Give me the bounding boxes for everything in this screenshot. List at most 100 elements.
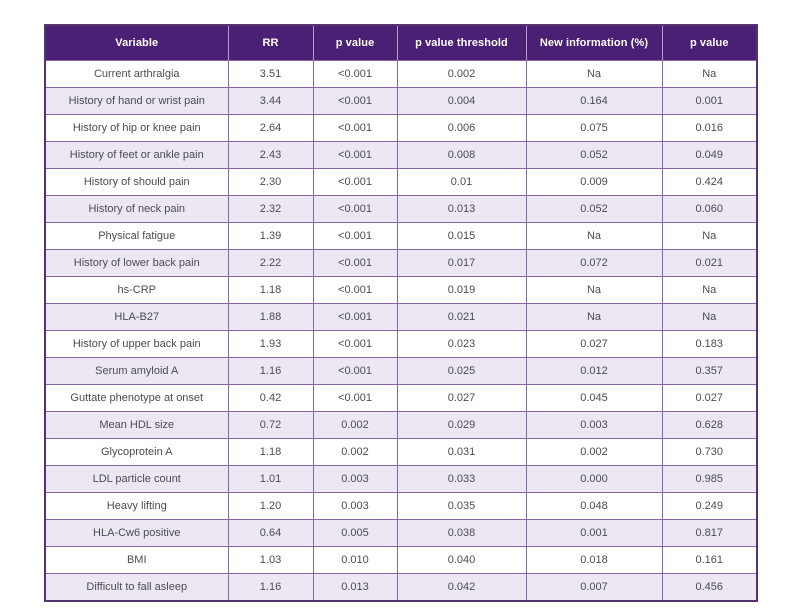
variable-cell: Heavy lifting [44, 492, 229, 520]
value-cell: <0.001 [312, 276, 398, 304]
variable-cell: History of should pain [44, 168, 229, 196]
value-cell: Na [525, 276, 663, 304]
value-cell: 0.730 [661, 438, 758, 466]
value-cell: <0.001 [312, 87, 398, 115]
value-cell: <0.001 [312, 141, 398, 169]
table-row: Glycoprotein A 1.18 0.002 0.031 0.002 0.730 [44, 438, 758, 466]
value-cell: <0.001 [312, 357, 398, 385]
variable-cell: History of neck pain [44, 195, 229, 223]
table-row: HLA-B27 1.88 <0.001 0.021 Na Na [44, 303, 758, 331]
value-cell: 0.010 [312, 546, 398, 574]
value-cell: 0.164 [525, 87, 663, 115]
table-row: LDL particle count 1.01 0.003 0.033 0.000 0.9… [44, 465, 758, 493]
value-cell: Na [525, 303, 663, 331]
value-cell: <0.001 [312, 222, 398, 250]
value-cell: 0.456 [661, 573, 758, 602]
value-cell: 2.22 [227, 249, 314, 277]
variable-cell: BMI [44, 546, 229, 574]
value-cell: 0.031 [396, 438, 527, 466]
table-row: Current arthralgia 3.51 <0.001 0.002 Na Na [44, 60, 758, 88]
variable-cell: hs-CRP [44, 276, 229, 304]
value-cell: <0.001 [312, 60, 398, 88]
value-cell: 0.075 [525, 114, 663, 142]
table-row: Mean HDL size 0.72 0.002 0.029 0.003 0.628 [44, 411, 758, 439]
value-cell: 0.64 [227, 519, 314, 547]
value-cell: 2.32 [227, 195, 314, 223]
table-row: Guttate phenotype at onset 0.42 <0.001 0.02… [44, 384, 758, 412]
column-header-4: New information (%) [525, 25, 662, 61]
value-cell: 2.43 [227, 141, 314, 169]
value-cell: 1.16 [227, 357, 314, 385]
value-cell: 0.023 [396, 330, 527, 358]
results-table: Variable RR p value p value threshold New in… [44, 24, 758, 602]
value-cell: <0.001 [312, 303, 398, 331]
value-cell: 0.003 [312, 465, 398, 493]
value-cell: 0.004 [396, 87, 527, 115]
value-cell: 0.019 [396, 276, 527, 304]
table-row: History of lower back pain 2.22 <0.001 0.01… [44, 249, 758, 277]
table-header: Variable RR p value p value threshold New in… [45, 25, 757, 61]
column-header-5: p value [661, 25, 757, 61]
value-cell: <0.001 [312, 330, 398, 358]
variable-cell: History of feet or ankle pain [44, 141, 229, 169]
value-cell: Na [661, 222, 758, 250]
table-row: History of should pain 2.30 <0.001 0.01 0.00… [44, 168, 758, 196]
value-cell: Na [525, 222, 663, 250]
variable-cell: Difficult to fall asleep [44, 573, 229, 602]
value-cell: 0.01 [396, 168, 527, 196]
table-row: Serum amyloid A 1.16 <0.001 0.025 0.012 0.357 [44, 357, 758, 385]
value-cell: 0.027 [525, 330, 663, 358]
value-cell: 0.42 [227, 384, 314, 412]
value-cell: 0.003 [525, 411, 663, 439]
value-cell: Na [661, 60, 758, 88]
variable-cell: History of lower back pain [44, 249, 229, 277]
value-cell: 2.64 [227, 114, 314, 142]
variable-cell: Mean HDL size [44, 411, 229, 439]
table-row: Heavy lifting 1.20 0.003 0.035 0.048 0.249 [44, 492, 758, 520]
value-cell: 0.424 [661, 168, 758, 196]
table-row: HLA-Cw6 positive 0.64 0.005 0.038 0.001 0.817 [44, 519, 758, 547]
value-cell: 0.027 [661, 384, 758, 412]
value-cell: Na [661, 303, 758, 331]
value-cell: 0.001 [661, 87, 758, 115]
value-cell: <0.001 [312, 249, 398, 277]
value-cell: 0.357 [661, 357, 758, 385]
variable-cell: Glycoprotein A [44, 438, 229, 466]
value-cell: Na [661, 276, 758, 304]
value-cell: 0.817 [661, 519, 758, 547]
value-cell: 0.007 [525, 573, 663, 602]
value-cell: 0.052 [525, 195, 663, 223]
variable-cell: History of hip or knee pain [44, 114, 229, 142]
value-cell: 0.025 [396, 357, 527, 385]
value-cell: 1.01 [227, 465, 314, 493]
value-cell: 1.20 [227, 492, 314, 520]
value-cell: <0.001 [312, 195, 398, 223]
value-cell: 0.040 [396, 546, 527, 574]
column-header-0: Variable [45, 25, 228, 61]
value-cell: 0.985 [661, 465, 758, 493]
value-cell: 0.035 [396, 492, 527, 520]
value-cell: 0.012 [525, 357, 663, 385]
value-cell: Na [525, 60, 663, 88]
table-row: hs-CRP 1.18 <0.001 0.019 Na Na [44, 276, 758, 304]
value-cell: 0.002 [396, 60, 527, 88]
value-cell: 0.018 [525, 546, 663, 574]
value-cell: 0.033 [396, 465, 527, 493]
variable-cell: Physical fatigue [44, 222, 229, 250]
value-cell: 0.628 [661, 411, 758, 439]
value-cell: <0.001 [312, 114, 398, 142]
value-cell: 0.049 [661, 141, 758, 169]
table-body: Current arthralgia 3.51 <0.001 0.002 Na Na His… [44, 60, 758, 602]
value-cell: 0.048 [525, 492, 663, 520]
variable-cell: HLA-Cw6 positive [44, 519, 229, 547]
value-cell: <0.001 [312, 384, 398, 412]
value-cell: 1.93 [227, 330, 314, 358]
variable-cell: Current arthralgia [44, 60, 229, 88]
value-cell: 3.44 [227, 87, 314, 115]
value-cell: 0.015 [396, 222, 527, 250]
table-row: History of hip or knee pain 2.64 <0.001 0.0… [44, 114, 758, 142]
table-row: Physical fatigue 1.39 <0.001 0.015 Na Na [44, 222, 758, 250]
table-row: Difficult to fall asleep 1.16 0.013 0.042 0.… [44, 573, 758, 602]
value-cell: 0.001 [525, 519, 663, 547]
value-cell: 1.03 [227, 546, 314, 574]
